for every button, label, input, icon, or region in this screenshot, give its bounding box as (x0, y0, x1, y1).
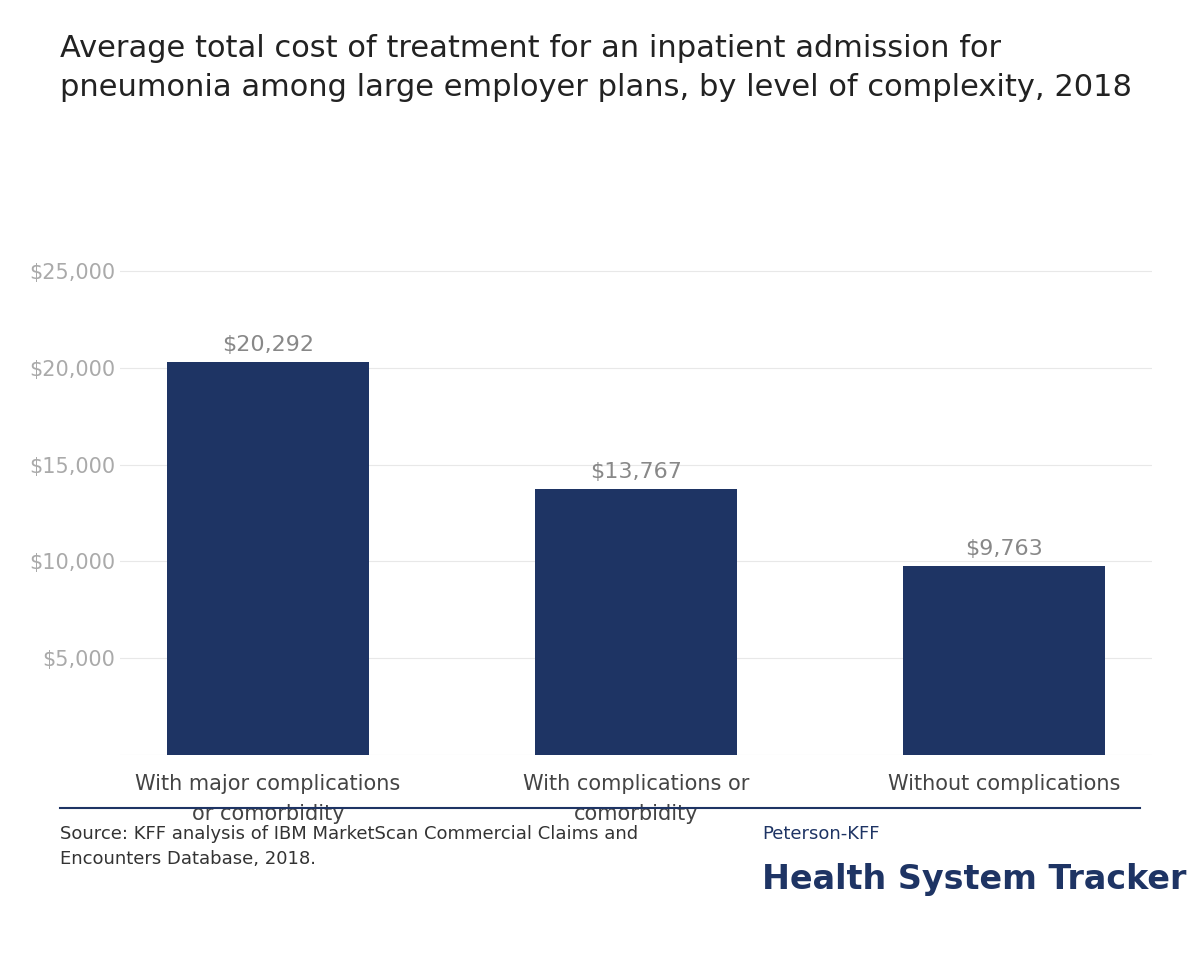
Text: Peterson-KFF: Peterson-KFF (762, 825, 880, 843)
Text: $13,767: $13,767 (590, 462, 682, 482)
Text: Source: KFF analysis of IBM MarketScan Commercial Claims and
Encounters Database: Source: KFF analysis of IBM MarketScan C… (60, 825, 638, 868)
Bar (902, 566, 1105, 755)
Bar (535, 489, 737, 755)
Text: Average total cost of treatment for an inpatient admission for
pneumonia among l: Average total cost of treatment for an i… (60, 34, 1132, 103)
Text: $9,763: $9,763 (965, 539, 1043, 560)
Bar (167, 362, 370, 755)
Text: $20,292: $20,292 (222, 335, 314, 355)
Text: Health System Tracker: Health System Tracker (762, 863, 1187, 896)
